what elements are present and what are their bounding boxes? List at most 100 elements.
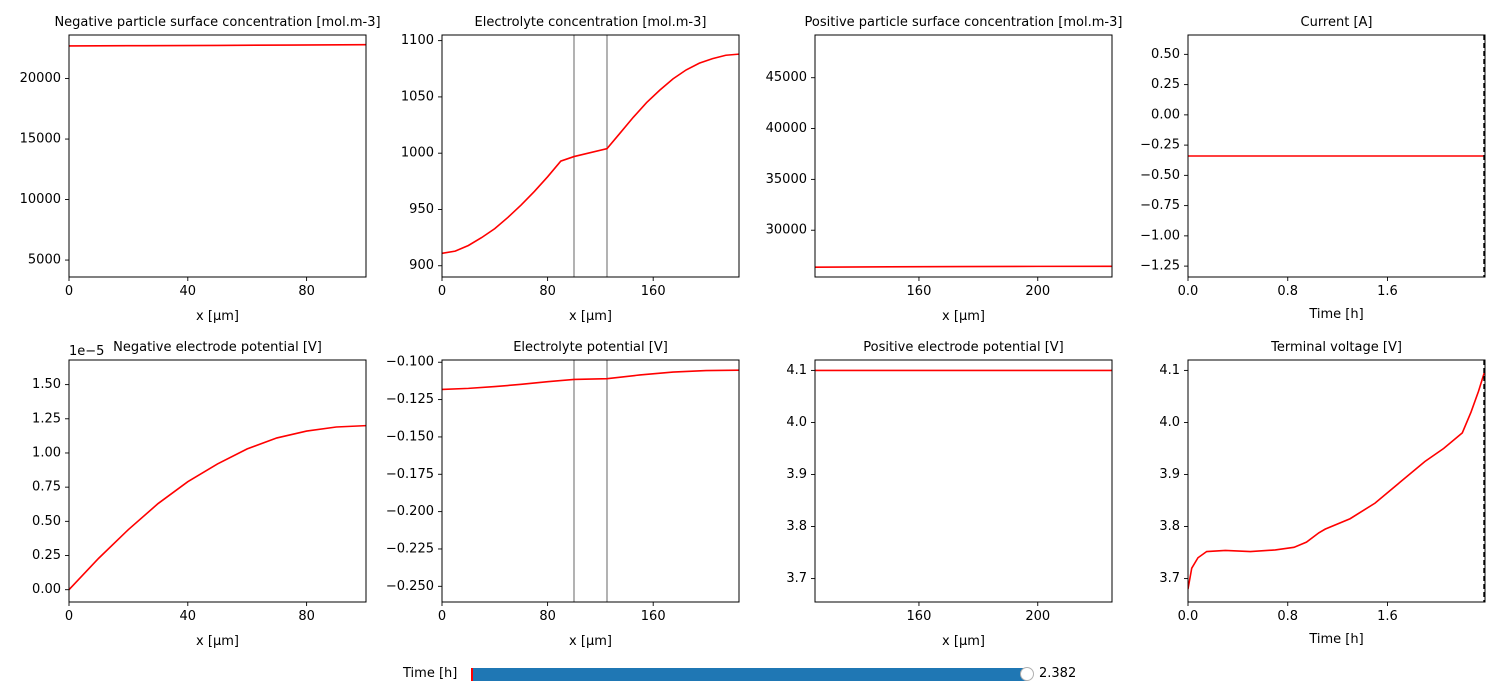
y-tick-label: 15000	[20, 132, 61, 147]
y-tick-label: 0.75	[32, 480, 61, 495]
subplot-title: Negative electrode potential [V]	[113, 340, 322, 355]
y-tick-label: 0.25	[32, 548, 61, 563]
axes-frame	[441, 34, 740, 278]
y-tick-label: 3.7	[1159, 571, 1180, 586]
y-tick-label: −0.75	[1140, 198, 1180, 213]
axes-frame	[814, 34, 1113, 278]
y-tick-label: −0.175	[386, 467, 434, 482]
x-axis-label: x [μm]	[569, 634, 612, 649]
subplot-7: Positive electrode potential [V] 160 200 3.…	[786, 340, 1113, 649]
y-tick-label: 1.50	[32, 377, 61, 392]
y-tick-label: −0.250	[386, 579, 434, 594]
axes-frame	[441, 359, 740, 603]
subplot-8: Terminal voltage [V] 0.0 0.8 1.6 3.7 3.8 3.9 4.…	[1159, 340, 1486, 647]
y-tick-label: −0.225	[386, 541, 434, 556]
y-tick-label: 1050	[401, 89, 434, 104]
subplot-2: Electrolyte concentration [mol.m-3] 0 80 16…	[401, 15, 740, 324]
y-tick-label: 4.1	[786, 363, 807, 378]
y-tick-label: 900	[409, 258, 434, 273]
subplot-6: Electrolyte potential [V] 0 80 160 −0.250 −0.…	[386, 340, 740, 649]
x-axis-label: x [μm]	[196, 634, 239, 649]
x-tick-label: 1.6	[1377, 609, 1398, 624]
x-tick-label: 80	[298, 609, 315, 624]
y-tick-label: −0.100	[386, 355, 434, 370]
subplot-title: Terminal voltage [V]	[1270, 340, 1402, 355]
series-line	[1188, 370, 1485, 590]
time-slider-label: Time [h]	[403, 666, 458, 681]
y-tick-label: −0.200	[386, 504, 434, 519]
x-tick-label: 0	[438, 284, 446, 299]
x-tick-label: 200	[1025, 284, 1050, 299]
x-tick-label: 40	[180, 284, 197, 299]
x-tick-label: 160	[641, 284, 666, 299]
x-tick-label: 160	[907, 284, 932, 299]
subplot-5: Negative electrode potential [V] 0 40 80 0.0…	[32, 340, 367, 649]
y-tick-label: 0.00	[32, 582, 61, 597]
y-tick-label: 3.9	[1159, 467, 1180, 482]
x-tick-label: 0.8	[1277, 284, 1298, 299]
y-tick-label: 1.25	[32, 411, 61, 426]
axes-frame	[1187, 359, 1486, 603]
subplot-title: Current [A]	[1301, 15, 1373, 30]
y-tick-label: 950	[409, 202, 434, 217]
x-tick-label: 40	[180, 609, 197, 624]
time-slider-handle[interactable]	[1020, 667, 1034, 681]
y-tick-label: 3.8	[786, 519, 807, 534]
x-axis-label: x [μm]	[942, 309, 985, 324]
axes-frame	[814, 359, 1113, 603]
y-tick-label: −0.50	[1140, 168, 1180, 183]
subplot-title: Positive particle surface concentration …	[805, 15, 1123, 30]
x-tick-label: 0.8	[1277, 609, 1298, 624]
x-axis-label: Time [h]	[1308, 632, 1363, 647]
offset-label: 1e−5	[69, 344, 104, 359]
time-slider[interactable]	[472, 668, 1027, 681]
y-tick-label: 0.25	[1151, 77, 1180, 92]
y-tick-label: 4.0	[786, 415, 807, 430]
y-tick-label: 0.00	[1151, 107, 1180, 122]
y-tick-label: 1.00	[32, 445, 61, 460]
x-tick-label: 1.6	[1377, 284, 1398, 299]
x-tick-label: 160	[907, 609, 932, 624]
y-tick-label: 40000	[766, 121, 807, 136]
y-tick-label: 0.50	[32, 514, 61, 529]
x-tick-label: 0.0	[1178, 284, 1199, 299]
y-tick-label: −1.25	[1140, 259, 1180, 274]
y-tick-label: 30000	[766, 223, 807, 238]
x-axis-label: Time [h]	[1308, 307, 1363, 322]
subplot-title: Positive electrode potential [V]	[863, 340, 1064, 355]
x-tick-label: 0	[65, 609, 73, 624]
series-line	[815, 265, 1112, 268]
y-tick-label: 3.9	[786, 467, 807, 482]
y-tick-label: 4.1	[1159, 363, 1180, 378]
subplot-title: Electrolyte potential [V]	[513, 340, 668, 355]
y-tick-label: 35000	[766, 172, 807, 187]
subplot-3: Positive particle surface concentration …	[766, 15, 1123, 324]
y-tick-label: 3.8	[1159, 519, 1180, 534]
axes-frame	[68, 34, 367, 278]
x-axis-label: x [μm]	[942, 634, 985, 649]
series-line	[442, 369, 739, 391]
x-axis-label: x [μm]	[196, 309, 239, 324]
x-tick-label: 160	[641, 609, 666, 624]
x-tick-label: 0	[438, 609, 446, 624]
subplot-title: Electrolyte concentration [mol.m-3]	[475, 15, 707, 30]
series-line	[69, 43, 366, 47]
series-line	[69, 424, 366, 591]
time-slider-value: 2.382	[1039, 666, 1077, 681]
y-tick-label: 4.0	[1159, 415, 1180, 430]
x-tick-label: 80	[539, 284, 556, 299]
x-tick-label: 0	[65, 284, 73, 299]
y-tick-label: −1.00	[1140, 228, 1180, 243]
x-axis-label: x [μm]	[569, 309, 612, 324]
y-tick-label: 10000	[20, 192, 61, 207]
x-tick-label: 80	[298, 284, 315, 299]
subplot-1: Negative particle surface concentration …	[20, 15, 381, 324]
y-tick-label: 5000	[28, 253, 61, 268]
y-tick-label: 20000	[20, 71, 61, 86]
axes-frame	[68, 359, 367, 603]
axes-frame	[1187, 34, 1486, 278]
y-tick-label: 3.7	[786, 571, 807, 586]
time-slider-fill	[472, 668, 1027, 681]
x-tick-label: 0.0	[1178, 609, 1199, 624]
